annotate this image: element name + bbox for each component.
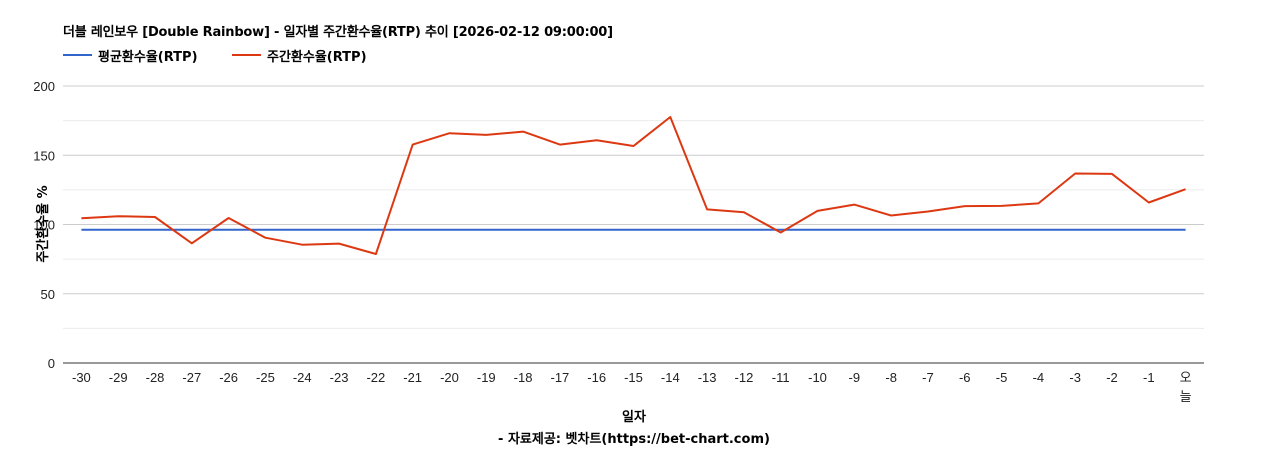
y-tick-label: 100	[33, 218, 55, 233]
gridlines	[63, 85, 1204, 329]
y-tick-label: 200	[33, 79, 55, 94]
x-tick-label: -21	[403, 370, 422, 385]
x-tick-label: -12	[735, 370, 754, 385]
data-source-credit: - 자료제공: 벳차트(https://bet-chart.com)	[498, 432, 770, 447]
x-tick-label: -25	[256, 370, 275, 385]
x-tick-label: -1	[1143, 370, 1155, 385]
legend-label: 평균환수율(RTP)	[98, 49, 198, 65]
x-tick-label: -8	[885, 370, 897, 385]
x-tick-label: -13	[698, 370, 717, 385]
x-tick-label: -27	[182, 370, 201, 385]
x-tick-label: -18	[514, 370, 533, 385]
x-tick-label: -5	[996, 370, 1008, 385]
y-tick-label: 0	[48, 356, 55, 371]
y-tick-label: 150	[33, 148, 55, 163]
x-tick-label: -17	[550, 370, 569, 385]
x-tick-label: -30	[72, 370, 91, 385]
x-tick-label: -10	[808, 370, 827, 385]
x-tick-label: -28	[146, 370, 165, 385]
x-tick-label: -3	[1069, 370, 1081, 385]
x-axis-title: 일자	[622, 410, 646, 425]
x-tick-label: -26	[219, 370, 238, 385]
data-series-lines	[81, 116, 1186, 255]
x-tick-label: -22	[366, 370, 385, 385]
x-tick-label: -23	[330, 370, 349, 385]
x-tick-label: -11	[772, 370, 790, 385]
x-tick-label: -4	[1033, 370, 1045, 385]
legend-item-average-rtp[interactable]: 평균환수율(RTP)	[63, 46, 198, 65]
x-tick-label: -29	[109, 370, 128, 385]
x-tick-label: -20	[440, 370, 459, 385]
legend-item-weekly-rtp[interactable]: 주간환수율(RTP)	[232, 46, 367, 65]
y-tick-label: 50	[41, 287, 55, 302]
y-axis-title: 주간환수율 %	[35, 185, 51, 262]
x-tick-label: -7	[922, 370, 934, 385]
legend-swatch-blue-line-icon	[63, 54, 92, 56]
x-tick-label: -14	[661, 370, 680, 385]
x-tick-label: -15	[624, 370, 643, 385]
x-axis-ticks: -30 -29 -28 -27 -26 -25 -24 -23 -22 -21 -20 -19 -18 -…	[72, 370, 1192, 404]
x-tick-label: -16	[587, 370, 606, 385]
x-tick-label: -19	[477, 370, 496, 385]
x-tick-label: -9	[849, 370, 861, 385]
legend-label: 주간환수율(RTP)	[267, 49, 367, 65]
x-tick-label: -6	[959, 370, 971, 385]
y-axis-ticks: 0 50 100 150 200	[33, 79, 55, 371]
legend-swatch-red-line-icon	[232, 54, 261, 56]
x-tick-label: -24	[293, 370, 312, 385]
chart-title: 더블 레인보우 [Double Rainbow] - 일자별 주간환수율(RTP…	[63, 25, 613, 40]
x-tick-label: -2	[1106, 370, 1118, 385]
series-line[interactable]	[81, 116, 1186, 255]
